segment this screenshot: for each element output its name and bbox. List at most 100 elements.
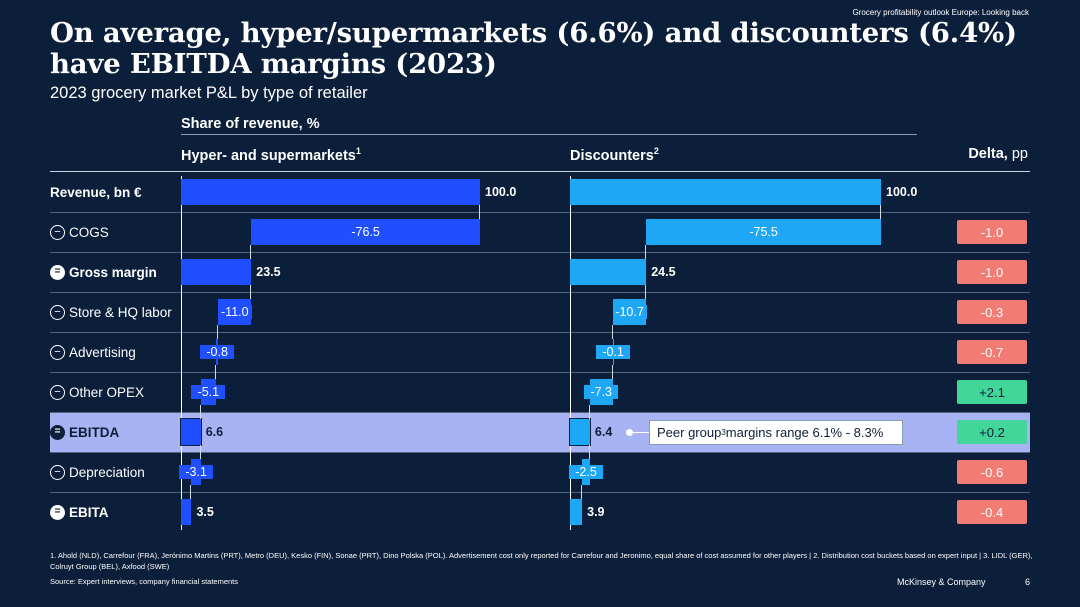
delta-badge-2: -1.0 [957, 260, 1027, 284]
peer-marker [626, 429, 633, 436]
delta-badge-1: -1.0 [957, 220, 1027, 244]
bar-hs-0 [181, 179, 480, 205]
bar-label-bg-hs-5 [191, 385, 226, 399]
minus-icon: − [50, 464, 65, 480]
row-divider [50, 292, 1030, 293]
row-divider [50, 372, 1030, 373]
bar-label-bg-hs-4 [200, 345, 235, 359]
row-divider [50, 452, 1030, 453]
value-label-hs-0: 100.0 [485, 185, 517, 199]
bar-dc-1 [646, 219, 881, 245]
connector-hs-7 [190, 485, 192, 499]
connector-hs-5 [199, 405, 201, 419]
connector-dc-3 [611, 325, 613, 339]
header-rule [50, 171, 1030, 172]
value-label-dc-3: -10.7 [615, 305, 644, 319]
row-divider [50, 212, 1030, 213]
connector-hs-2 [250, 285, 252, 299]
value-label-dc-6: 6.4 [594, 425, 613, 439]
peer-connector [633, 432, 649, 433]
axis-dc [570, 176, 571, 530]
delta-badge-4: -0.7 [957, 340, 1027, 364]
bar-label-bg-hs-7 [179, 465, 214, 479]
row-label-2: = Gross margin [50, 262, 157, 282]
connector-dc-7 [581, 485, 583, 499]
connector-dc-1 [645, 245, 647, 259]
connector-dc-0 [880, 205, 881, 219]
row-label-text: EBITDA [69, 424, 120, 440]
value-label-dc-7: -2.5 [575, 465, 597, 479]
connector-dc-2 [645, 285, 647, 299]
bar-label-bg-dc-3 [612, 305, 647, 319]
share-of-revenue-label: Share of revenue, % [181, 116, 320, 132]
page-subtitle: 2023 grocery market P&L by type of retai… [50, 84, 368, 102]
connector-dc-4 [611, 365, 613, 379]
col-head-delta: Delta, pp [968, 146, 1028, 162]
row-label-text: Advertising [69, 344, 136, 360]
value-label-hs-5: -5.1 [197, 385, 220, 399]
delta-badge-5: +2.1 [957, 380, 1027, 404]
bar-label-bg-dc-7 [569, 465, 604, 479]
row-divider [50, 252, 1030, 253]
share-rule [181, 134, 917, 135]
connector-hs-6 [199, 445, 201, 459]
connector-hs-3 [217, 325, 219, 339]
value-label-dc-5: -7.3 [590, 385, 613, 399]
footnotes: 1. Ahold (NLD), Carrefour (FRA), Jerónim… [50, 551, 1033, 571]
delta-badge-8: -0.4 [957, 500, 1027, 524]
minus-icon: − [50, 344, 65, 360]
row-label-4: − Advertising [50, 342, 136, 362]
row-label-text: Depreciation [69, 464, 145, 480]
bar-hs-6 [180, 418, 202, 446]
page-title: On average, hyper/supermarkets (6.6%) an… [50, 17, 1017, 80]
row-divider [50, 492, 1030, 493]
row-divider [50, 332, 1030, 333]
value-label-dc-1: -75.5 [749, 225, 778, 239]
value-label-hs-4: -0.8 [206, 345, 228, 359]
bar-label-bg-dc-4 [596, 345, 631, 359]
row-label-text: Revenue, bn € [50, 184, 142, 200]
bar-label-bg-hs-3 [217, 305, 252, 319]
bar-dc-0 [570, 179, 881, 205]
row-label-7: − Depreciation [50, 462, 145, 482]
value-label-hs-8: 3.5 [196, 505, 214, 519]
col-head-hyper-supermarkets: Hyper- and supermarkets1 [181, 146, 361, 164]
brand-label: McKinsey & Company [897, 577, 986, 587]
bar-dc-8 [570, 499, 583, 525]
value-label-hs-1: -76.5 [351, 225, 380, 239]
section-label: Grocery profitability outlook Europe: Lo… [852, 8, 1029, 17]
row-label-0: Revenue, bn € [50, 182, 142, 202]
row-divider [50, 412, 1030, 413]
delta-badge-6: +0.2 [957, 420, 1027, 444]
value-label-hs-3: -11.0 [221, 305, 249, 319]
page-number: 6 [1025, 577, 1031, 587]
row-label-text: Gross margin [69, 264, 157, 280]
axis-hs [181, 176, 182, 530]
connector-hs-0 [479, 205, 480, 219]
connector-hs-1 [250, 245, 252, 259]
row-label-8: = EBITA [50, 502, 109, 522]
value-label-dc-8: 3.9 [587, 505, 605, 519]
bar-hs-8 [181, 499, 192, 525]
bar-label-bg-dc-5 [584, 385, 619, 399]
equals-icon: = [50, 504, 65, 520]
delta-badge-3: -0.3 [957, 300, 1027, 324]
row-label-text: COGS [69, 224, 109, 240]
equals-icon: = [50, 264, 65, 280]
value-label-dc-0: 100.0 [886, 185, 918, 199]
row-label-text: Store & HQ labor [69, 304, 172, 320]
bar-hs-1 [251, 219, 480, 245]
value-label-dc-2: 24.5 [651, 265, 676, 279]
minus-icon: − [50, 304, 65, 320]
source-note: Source: Expert interviews, company finan… [50, 577, 239, 586]
value-label-hs-7: -3.1 [185, 465, 207, 479]
value-label-dc-4: -0.1 [602, 345, 624, 359]
minus-icon: − [50, 224, 65, 240]
bar-dc-2 [570, 259, 647, 285]
value-label-hs-6: 6.6 [205, 425, 224, 439]
delta-badge-7: -0.6 [957, 460, 1027, 484]
connector-hs-4 [214, 365, 216, 379]
row-label-text: Other OPEX [69, 384, 145, 400]
row-label-6: = EBITDA [50, 422, 119, 442]
equals-icon: = [50, 424, 65, 440]
